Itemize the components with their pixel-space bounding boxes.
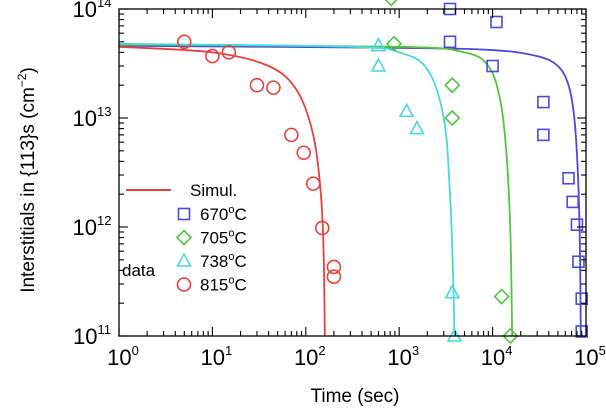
legend-marker-705 (175, 229, 193, 246)
legend-label-738: 738oC (200, 251, 247, 271)
data-point-670-10 (575, 292, 589, 305)
data-point-670-1 (490, 15, 503, 29)
data-point-705-2 (444, 77, 461, 94)
data-point-815-5 (284, 127, 299, 143)
simulation-curve-815 (119, 45, 326, 336)
x-tick-label-4: 104 (481, 343, 513, 370)
x-tick-label-2: 102 (294, 343, 326, 370)
data-point-670-7 (566, 195, 579, 209)
axis-ticks (118, 8, 587, 337)
data-point-705-5 (502, 327, 519, 345)
legend-marker-815 (176, 277, 192, 292)
y-axis-label-exponent: −2 (15, 73, 29, 87)
data-point-738-0 (370, 37, 387, 52)
data-point-670-4 (537, 95, 550, 109)
data-point-738-4 (444, 283, 461, 299)
data-point-670-2 (443, 35, 457, 49)
data-point-815-4 (266, 80, 281, 95)
tick-labels: 100 101 102 103 104 105 1011 1012 1013 1014 (73, 0, 606, 370)
legend-items: 670oC 705oC 738oC 815oC (175, 204, 247, 295)
plot-frame (118, 8, 587, 337)
y-axis-label-main: Interstitials in {113}s (cm (18, 87, 39, 293)
data-point-738-1 (370, 57, 387, 72)
y-axis-label: Interstitials in {113}s (cm−2) (15, 67, 39, 293)
data-point-815-9 (326, 259, 342, 275)
data-point-815-6 (296, 145, 312, 161)
data-point-738-3 (409, 119, 425, 135)
data-point-670-5 (537, 128, 550, 142)
y-tick-label-14: 1014 (73, 0, 112, 22)
y-tick-label-11: 1011 (73, 322, 111, 349)
x-tick-label-0: 100 (107, 343, 139, 370)
data-point-670-11 (575, 325, 589, 338)
data-point-705-4 (493, 288, 510, 305)
data-point-670-8 (570, 218, 584, 231)
simulation-curve-738 (119, 42, 456, 336)
data-point-815-3 (249, 77, 265, 93)
data-point-815-1 (205, 48, 220, 64)
data-point-670-3 (486, 59, 499, 73)
data-point-815-8 (314, 220, 330, 236)
simulation-curves (119, 42, 582, 336)
legend-label-670: 670oC (200, 204, 247, 224)
x-axis-label: Time (sec) (310, 386, 399, 407)
y-axis-label-close: ) (18, 67, 39, 73)
legend-marker-738 (176, 252, 192, 267)
data-point-670-9 (572, 255, 585, 269)
legend-label-705: 705oC (200, 228, 247, 248)
legend-data-label: data (122, 261, 156, 280)
x-tick-label-1: 101 (201, 343, 233, 370)
data-point-815-0 (176, 34, 192, 50)
data-point-815-7 (305, 176, 321, 191)
data-point-705-0 (384, 0, 398, 7)
data-point-738-2 (398, 102, 415, 118)
x-tick-label-3: 103 (387, 343, 419, 370)
x-tick-label-5: 105 (574, 343, 606, 370)
data-point-705-1 (385, 35, 403, 52)
legend: Simul. data 670oC 705oC 738oC 815oC (122, 181, 247, 295)
data-point-738-5 (446, 327, 463, 342)
data-point-705-3 (444, 109, 461, 127)
data-markers (176, 0, 589, 345)
legend-label-815: 815oC (200, 275, 247, 295)
legend-marker-670 (177, 207, 191, 221)
data-point-815-2 (221, 45, 237, 60)
y-tick-label-12: 1012 (73, 213, 112, 240)
y-tick-label-13: 1013 (73, 104, 112, 131)
data-point-670-6 (562, 171, 575, 185)
data-point-815-10 (326, 269, 342, 284)
legend-simulation-label: Simul. (190, 181, 237, 200)
